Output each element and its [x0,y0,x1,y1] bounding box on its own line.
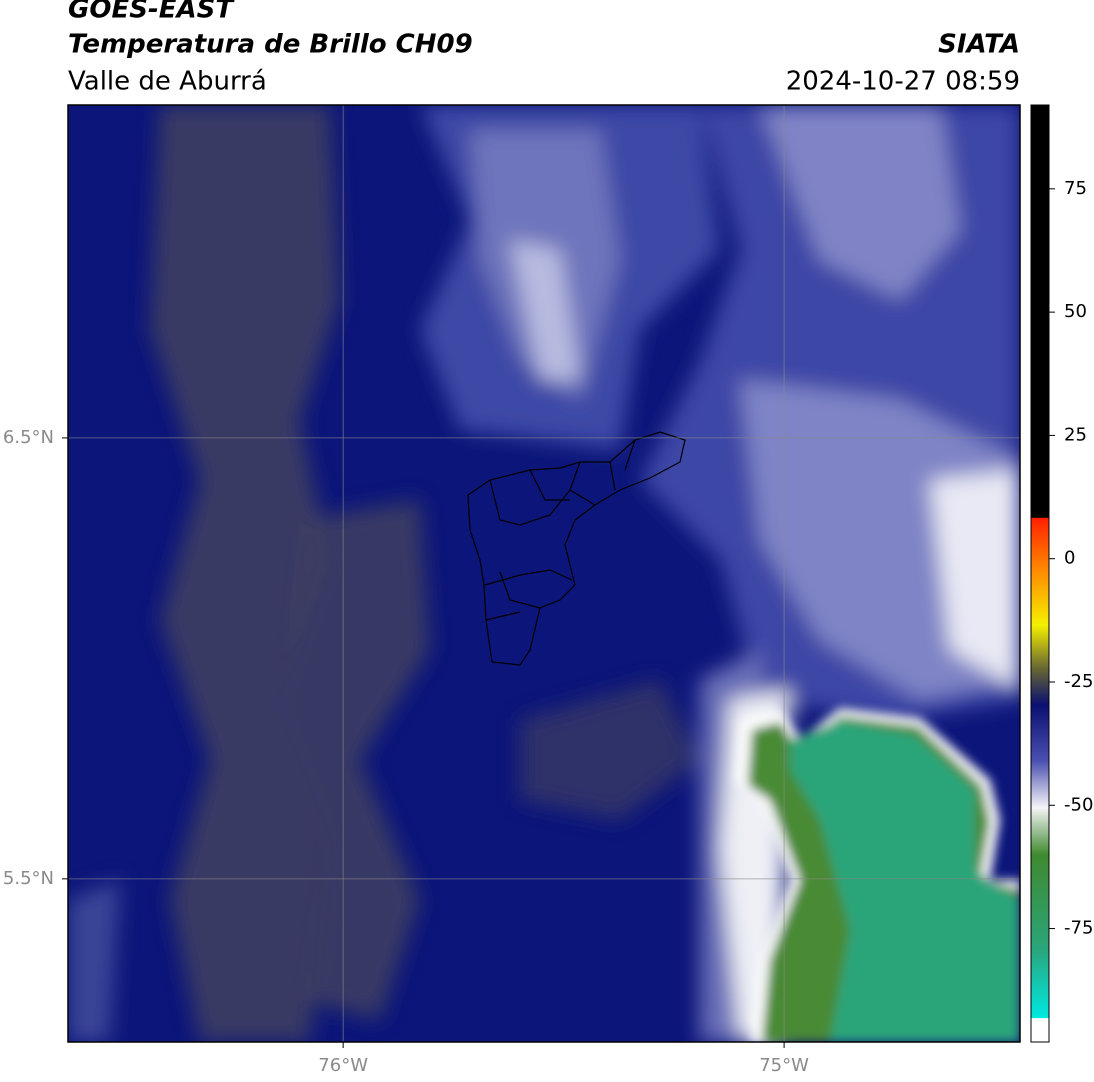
lat-label: 6.5°N [3,427,54,448]
satellite-image [68,105,1020,1042]
subtitle: Temperatura de Brillo CH09 [68,30,473,60]
colorbar-tick-label: 75 [1064,178,1087,199]
colorbar-tick-label: 25 [1064,424,1087,445]
lon-label: 76°W [318,1055,368,1076]
colorbar-tick-label: -75 [1064,918,1093,939]
colorbar-tick-label: 50 [1064,301,1087,322]
source: SIATA [938,30,1020,60]
colorbar-tick-label: 0 [1064,548,1075,569]
region: Valle de Aburrá [68,67,267,97]
colorbar-tick-label: -25 [1064,671,1093,692]
map-frame [67,104,1021,1043]
lat-label: 5.5°N [3,868,54,889]
colorbar [1030,104,1050,1043]
title: GOES-EAST [68,0,235,25]
lon-label: 75°W [759,1055,809,1076]
datetime: 2024-10-27 08:59 [786,67,1020,97]
colorbar-tick-label: -50 [1064,794,1093,815]
municipal-boundaries [467,431,686,666]
